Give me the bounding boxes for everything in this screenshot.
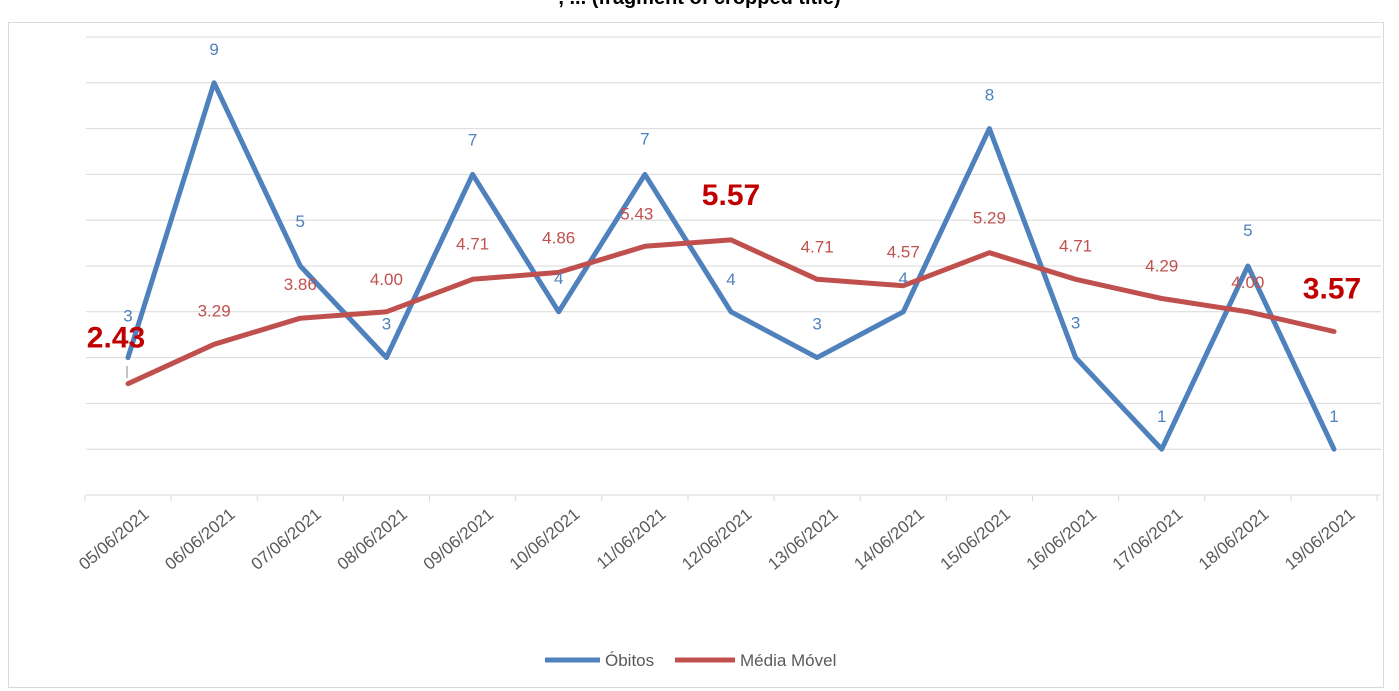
legend-media-movel-label: Média Móvel [740, 651, 836, 670]
x-tick-label: 18/06/2021 [1195, 505, 1272, 574]
media-movel-data-label: 4.57 [887, 243, 920, 262]
obitos-data-label: 1 [1329, 407, 1338, 426]
media-movel-data-label: 4.71 [1059, 236, 1092, 255]
media-movel-data-label: 3.29 [198, 301, 231, 320]
x-tick-label: 15/06/2021 [937, 505, 1014, 574]
media-movel-data-label: 5.43 [620, 204, 653, 223]
x-tick-label: 07/06/2021 [247, 505, 324, 574]
cropped-title: , ... (fragment of cropped title) [0, 0, 1399, 10]
media-movel-data-label: 4.00 [370, 270, 403, 289]
x-tick-label: 11/06/2021 [593, 505, 669, 573]
legend-obitos-label: Óbitos [605, 651, 654, 670]
x-tick-label: 05/06/2021 [75, 505, 152, 574]
x-tick-label: 12/06/2021 [678, 505, 755, 574]
obitos-data-label: 9 [209, 40, 218, 59]
x-tick-label: 10/06/2021 [506, 505, 583, 574]
obitos-data-label: 7 [640, 129, 649, 148]
media-movel-highlight-label: 2.43 [87, 322, 145, 355]
x-tick-label: 09/06/2021 [420, 505, 497, 574]
obitos-data-label: 3 [382, 315, 391, 334]
media-movel-data-label: 4.86 [542, 228, 575, 247]
media-movel-highlight-label: 3.57 [1303, 272, 1361, 305]
obitos-data-label: 4 [726, 270, 735, 289]
media-movel-data-label: 4.00 [1231, 273, 1264, 292]
media-movel-data-label: 5.29 [973, 209, 1006, 228]
obitos-data-label: 8 [985, 86, 994, 105]
media-movel-data-label: 4.71 [456, 234, 489, 253]
media-movel-data-label: 3.86 [284, 275, 317, 294]
x-tick-label: 17/06/2021 [1109, 505, 1186, 574]
obitos-data-label: 7 [468, 130, 477, 149]
x-tick-label: 19/06/2021 [1281, 505, 1358, 574]
chart-frame [8, 22, 1384, 688]
obitos-data-label: 4 [899, 269, 908, 288]
media-movel-data-label: 4.71 [801, 237, 834, 256]
obitos-data-label: 3 [1071, 314, 1080, 333]
media-movel-data-label: 4.29 [1145, 257, 1178, 276]
obitos-series-line [125, 80, 1337, 452]
x-tick-label: 16/06/2021 [1023, 505, 1100, 574]
obitos-data-label: 5 [296, 212, 305, 231]
x-tick-label: 13/06/2021 [764, 505, 841, 574]
x-tick-label: 08/06/2021 [334, 505, 411, 574]
obitos-data-label: 5 [1243, 221, 1252, 240]
title-fragment: , ... (fragment of cropped title) [0, 0, 1399, 10]
x-tick-label: 14/06/2021 [850, 505, 927, 574]
media-movel-highlight-label: 5.57 [702, 179, 760, 212]
obitos-data-label: 3 [123, 307, 132, 326]
obitos-data-label: 1 [1157, 407, 1166, 426]
media-movel-series-line [125, 237, 1337, 387]
x-tick-label: 06/06/2021 [161, 505, 238, 574]
obitos-data-label: 4 [554, 269, 563, 288]
obitos-data-label: 3 [812, 315, 821, 334]
